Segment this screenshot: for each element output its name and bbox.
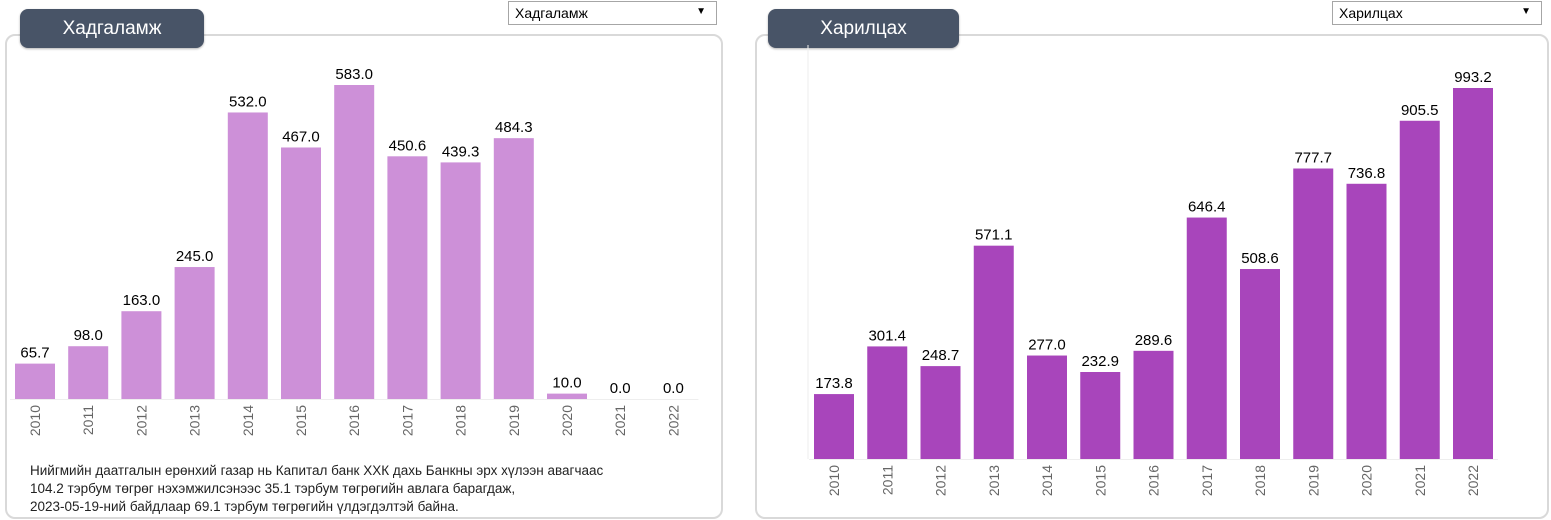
bar-2011	[867, 346, 908, 459]
bar-2015	[281, 147, 321, 399]
x-tick-label-2018: 2018	[1252, 465, 1268, 496]
bar-2018	[440, 162, 481, 399]
note-line: 104.2 тэрбум төгрөг нэхэмжилсэнээс 35.1 …	[30, 481, 516, 496]
bar-2022	[1453, 88, 1493, 459]
data-label-2019: 484.3	[495, 119, 533, 136]
data-label-2014: 532.0	[229, 93, 267, 110]
x-tick-label-2022: 2022	[1465, 465, 1481, 496]
x-tick-label-2017: 2017	[399, 405, 415, 436]
data-label-2016: 289.6	[1135, 332, 1173, 349]
bar-2011	[68, 346, 109, 399]
note-line: 2023-05-19-ний байдлаар 69.1 тэрбум төгр…	[30, 499, 459, 514]
bar-2014	[227, 112, 268, 400]
bar-2014	[1027, 355, 1067, 459]
data-label-2018: 439.3	[442, 143, 480, 160]
data-label-2017: 646.4	[1188, 199, 1226, 216]
x-tick-label-2018: 2018	[453, 405, 469, 436]
bar-2021	[1399, 120, 1440, 460]
data-label-2017: 450.6	[389, 137, 427, 154]
x-tick-label-2022: 2022	[665, 405, 681, 436]
x-tick-label-2010: 2010	[27, 405, 43, 436]
x-tick-label-2013: 2013	[187, 405, 203, 436]
dropdown-arrow-icon: ▼	[1521, 6, 1531, 17]
x-tick-label-2020: 2020	[559, 405, 575, 436]
x-tick-label-2015: 2015	[1092, 465, 1108, 496]
x-tick-label-2014: 2014	[240, 405, 256, 436]
data-label-2022: 993.2	[1454, 69, 1492, 86]
bar-2019	[1293, 168, 1334, 460]
right-tab-title[interactable]: Харилцах	[768, 9, 959, 48]
bar-2019	[493, 138, 534, 399]
data-label-2021: 0.0	[610, 380, 631, 397]
note-line: Нийгмийн даатгалын ерөнхий газар нь Капи…	[30, 463, 604, 478]
data-label-2020: 736.8	[1348, 165, 1386, 182]
left-select-value: Хадгаламж	[515, 5, 588, 21]
x-tick-label-2014: 2014	[1039, 465, 1055, 496]
x-tick-label-2019: 2019	[1305, 465, 1321, 496]
bar-2020	[1346, 183, 1387, 459]
data-label-2021: 905.5	[1401, 102, 1439, 119]
x-tick-label-2011: 2011	[80, 405, 96, 435]
bar-2020	[547, 393, 587, 399]
bar-2017	[1186, 217, 1227, 459]
data-label-2011: 98.0	[74, 327, 103, 344]
x-tick-label-2012: 2012	[933, 465, 949, 496]
x-tick-label-2016: 2016	[346, 405, 362, 436]
data-label-2022: 0.0	[663, 380, 684, 397]
x-tick-label-2012: 2012	[133, 405, 149, 436]
bar-2010	[15, 363, 55, 399]
bar-2013	[174, 267, 215, 399]
dropdown-arrow-icon: ▼	[696, 6, 706, 17]
bar-2016	[334, 85, 375, 399]
right-select-value: Харилцах	[1339, 5, 1403, 21]
data-label-2010: 65.7	[20, 345, 49, 362]
right-category-select[interactable]: Харилцах ▼	[1332, 1, 1542, 25]
x-tick-label-2016: 2016	[1146, 465, 1162, 496]
data-label-2020: 10.0	[552, 375, 581, 392]
x-tick-label-2015: 2015	[293, 405, 309, 436]
bar-2015	[1080, 372, 1121, 459]
left-note: Нийгмийн даатгалын ерөнхий газар нь Капи…	[30, 462, 603, 516]
data-label-2012: 163.0	[123, 292, 161, 309]
bar-2012	[920, 366, 961, 459]
x-tick-label-2017: 2017	[1199, 465, 1215, 496]
data-label-2012: 248.7	[922, 347, 960, 364]
left-tab-title[interactable]: Хадгаламж	[20, 9, 204, 48]
x-tick-label-2010: 2010	[826, 465, 842, 496]
data-label-2015: 467.0	[282, 128, 320, 145]
data-label-2011: 301.4	[868, 327, 906, 344]
data-label-2018: 508.6	[1241, 250, 1279, 267]
data-label-2014: 277.0	[1028, 337, 1066, 354]
data-label-2010: 173.8	[815, 375, 853, 392]
x-tick-label-2011: 2011	[879, 465, 895, 495]
bar-2016	[1133, 350, 1174, 459]
bar-2017	[387, 156, 428, 399]
bar-2010	[814, 394, 854, 459]
x-tick-label-2013: 2013	[986, 465, 1002, 496]
x-tick-label-2020: 2020	[1359, 465, 1375, 496]
data-label-2019: 777.7	[1294, 149, 1332, 166]
x-tick-label-2019: 2019	[506, 405, 522, 436]
left-category-select[interactable]: Хадгаламж ▼	[508, 1, 717, 25]
bar-2013	[973, 245, 1014, 459]
x-tick-label-2021: 2021	[1412, 465, 1428, 496]
x-tick-label-2021: 2021	[612, 405, 628, 436]
bar-2018	[1240, 269, 1280, 459]
data-label-2013: 245.0	[176, 248, 214, 265]
data-label-2016: 583.0	[335, 66, 373, 83]
bar-2012	[121, 311, 162, 399]
data-label-2015: 232.9	[1081, 353, 1119, 370]
data-label-2013: 571.1	[975, 227, 1013, 244]
